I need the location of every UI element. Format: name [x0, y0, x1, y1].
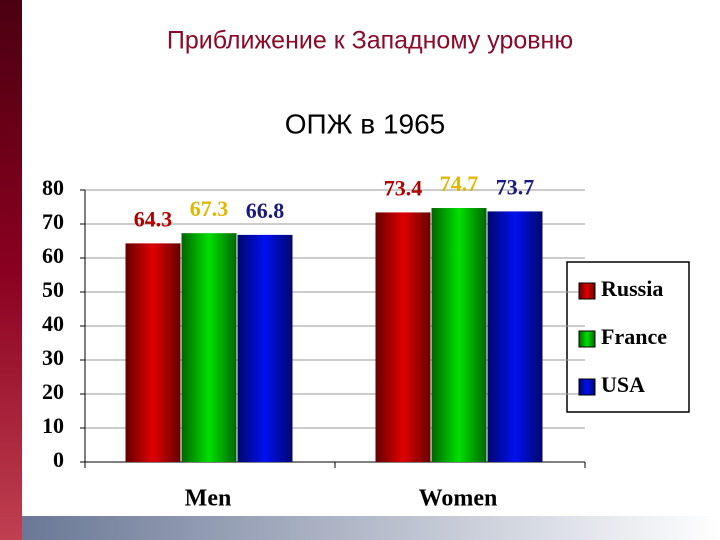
chart-title: Приближение к Западному уровню — [167, 27, 573, 55]
legend-label: USA — [601, 372, 645, 397]
legend-label: France — [601, 324, 667, 349]
bar — [181, 233, 237, 462]
legend-swatch — [578, 378, 596, 396]
footer-strip — [22, 516, 720, 540]
chart-subtitle: ОПЖ в 1965 — [285, 108, 445, 139]
y-tick-label: 40 — [42, 311, 64, 336]
bar — [237, 234, 293, 462]
value-label: 66.8 — [246, 198, 285, 223]
y-tick-label: 50 — [42, 277, 64, 302]
y-tick-label: 20 — [42, 379, 64, 404]
bar — [375, 212, 431, 462]
y-tick-label: 80 — [42, 175, 64, 200]
x-tick-label: Women — [419, 486, 498, 512]
y-tick-label: 0 — [53, 447, 64, 472]
side-strip — [0, 0, 22, 540]
legend-swatch — [578, 330, 596, 348]
bar — [487, 211, 543, 462]
value-label: 67.3 — [190, 196, 229, 221]
value-label: 64.3 — [134, 206, 173, 231]
value-label: 74.7 — [440, 171, 479, 196]
legend-swatch — [578, 282, 596, 300]
y-tick-label: 70 — [42, 209, 64, 234]
legend-label: Russia — [601, 276, 663, 301]
bar — [431, 208, 487, 462]
value-label: 73.7 — [496, 174, 535, 199]
value-label: 73.4 — [384, 175, 423, 200]
y-tick-label: 60 — [42, 243, 64, 268]
bar — [125, 243, 181, 462]
x-tick-label: Men — [185, 486, 232, 512]
y-tick-label: 30 — [42, 345, 64, 370]
y-tick-label: 10 — [42, 413, 64, 438]
